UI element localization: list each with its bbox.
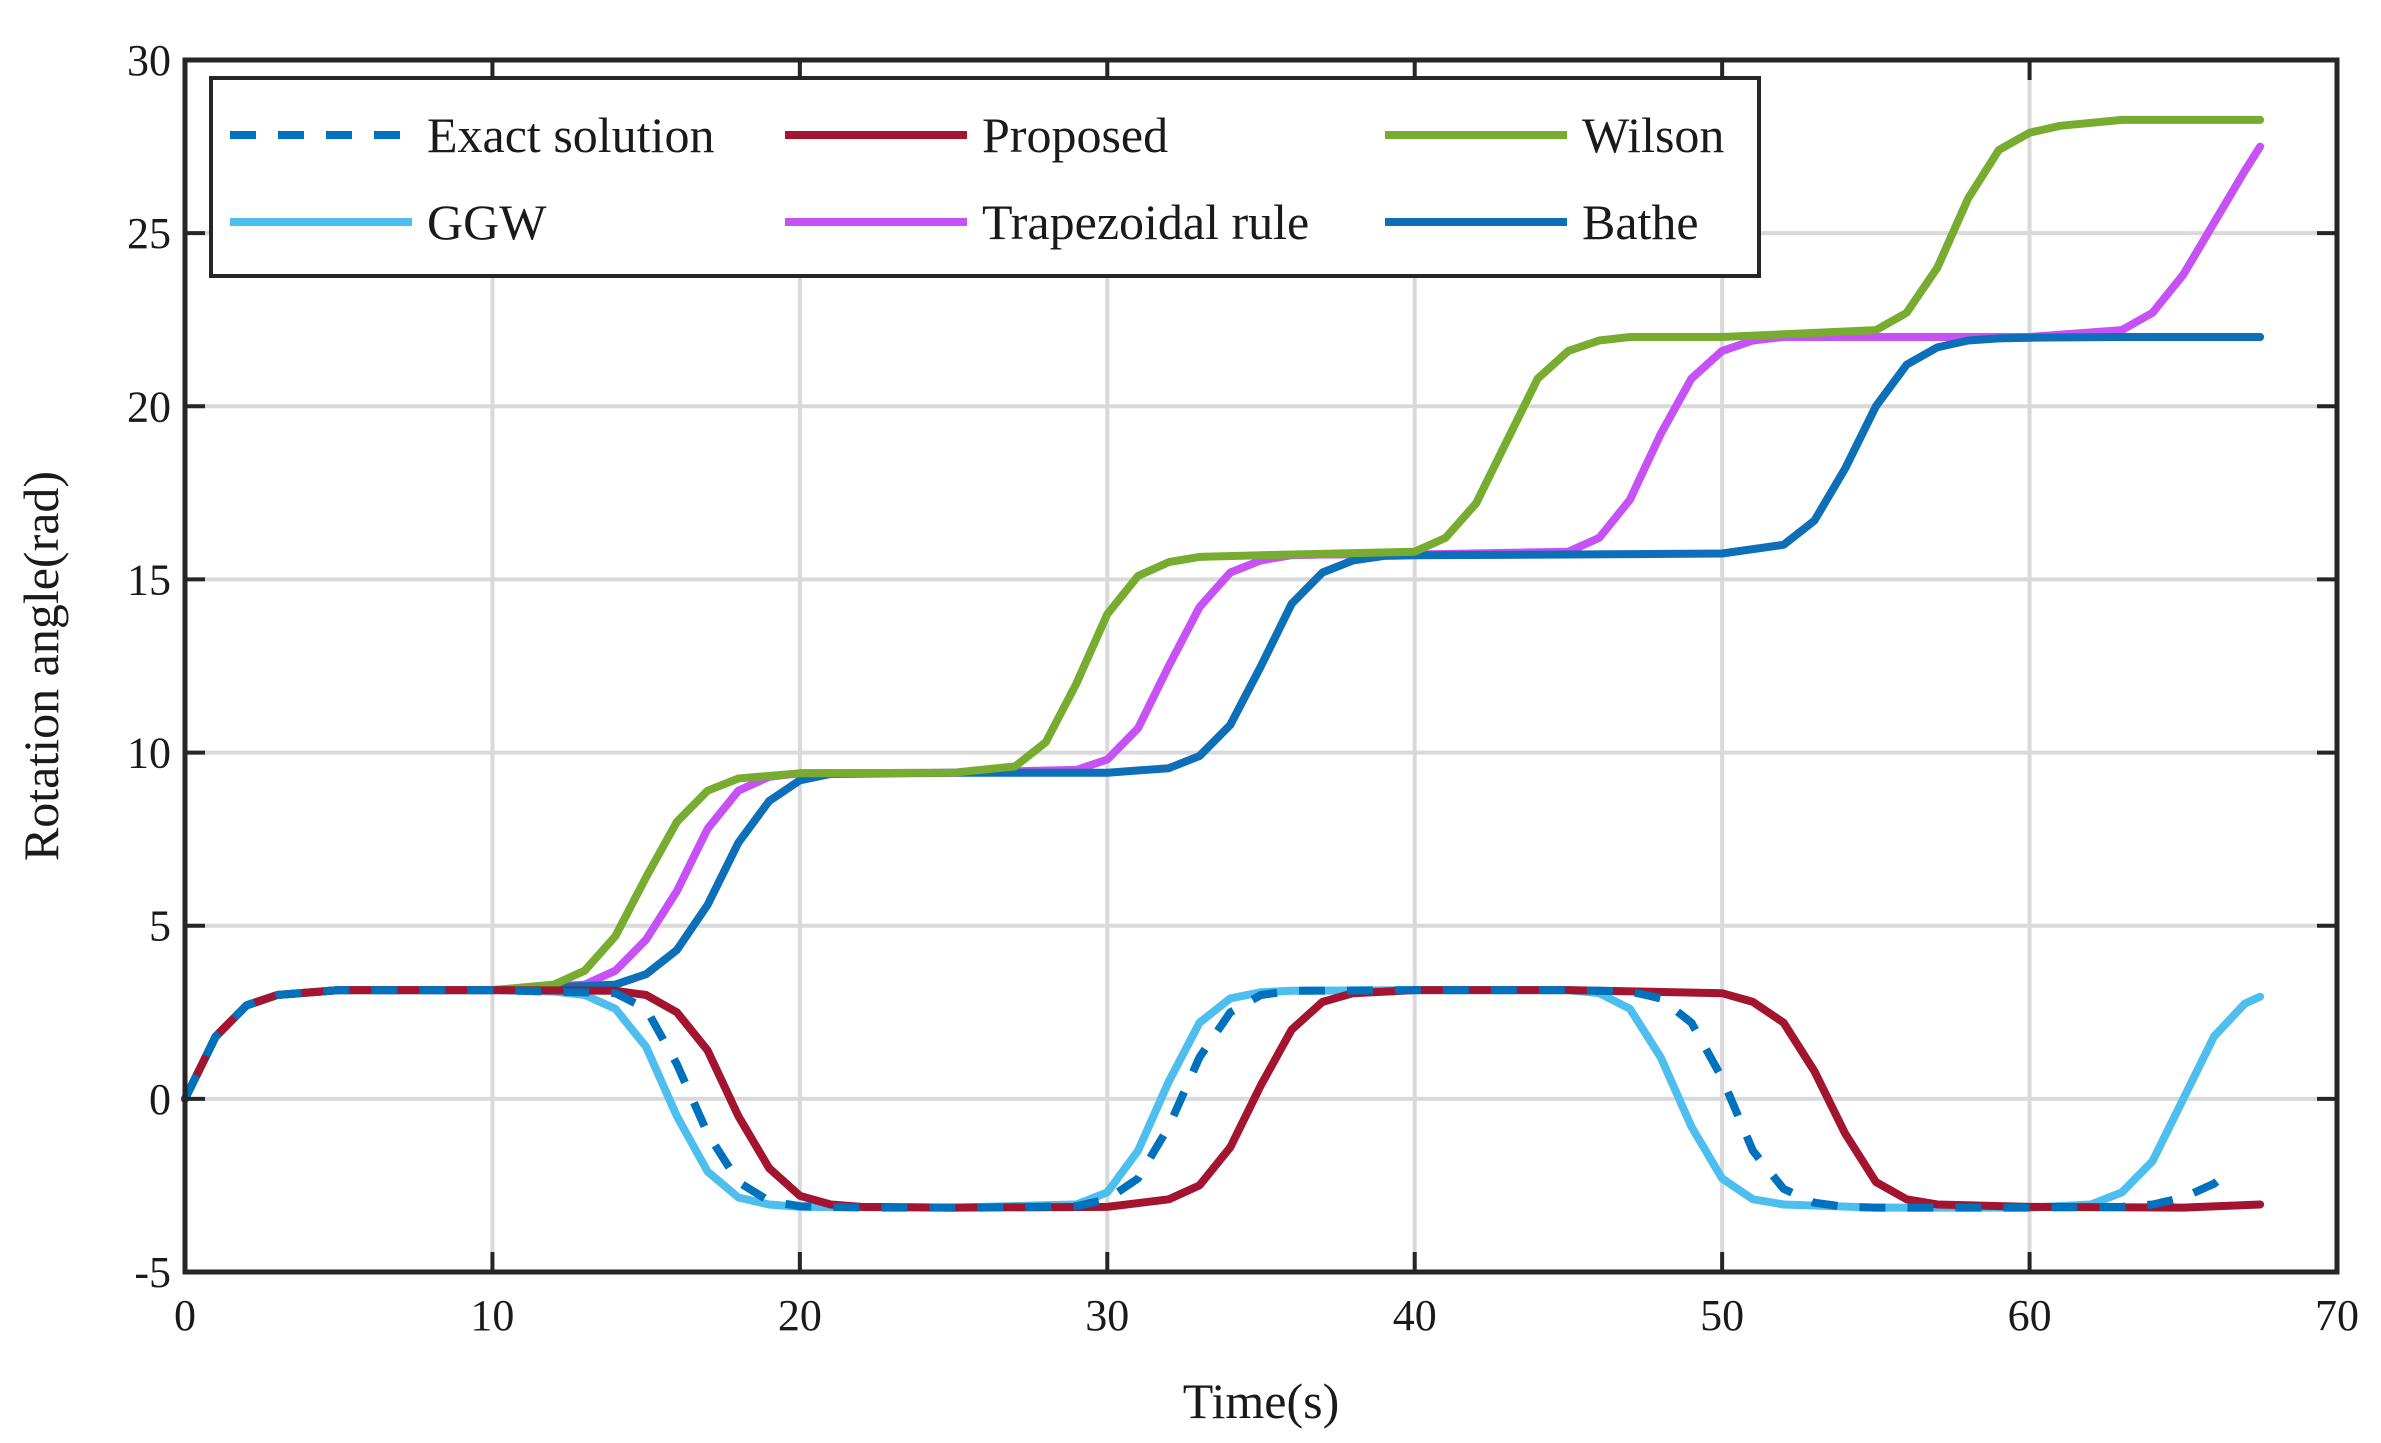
legend-label: Exact solution: [427, 107, 714, 163]
y-tick-label: 25: [127, 209, 171, 258]
x-tick-label: 60: [2008, 1291, 2052, 1340]
legend-label: Trapezoidal rule: [982, 194, 1309, 250]
legend-label: Wilson: [1582, 107, 1724, 163]
plot-frame: [182, 57, 2340, 1275]
series-line-bathe: [181, 333, 2265, 1103]
y-tick-label: 15: [127, 555, 171, 604]
y-tick-label: 0: [149, 1075, 171, 1124]
series-lines: [181, 115, 2265, 1212]
y-tick-label: 5: [149, 902, 171, 951]
y-axis-title: Rotation angle(rad): [13, 471, 69, 861]
x-tick-label: 40: [1393, 1291, 1437, 1340]
x-tick-label: 70: [2315, 1291, 2359, 1340]
legend-label: Bathe: [1582, 194, 1699, 250]
x-tick-label: 20: [778, 1291, 822, 1340]
series-line-exact-solution: [181, 986, 2232, 1212]
legend-box: [209, 76, 1761, 278]
x-tick-label: 10: [470, 1291, 514, 1340]
series-line-wilson: [181, 115, 2265, 1103]
x-tick-label: 0: [174, 1291, 196, 1340]
series-line-trapezoidal-rule: [181, 142, 2265, 1103]
x-tick-labels: 0 10 20 30 40 50 60 70: [174, 1291, 2359, 1340]
y-tick-labels: -5 0 5 10 15 20 25 30: [127, 36, 171, 1297]
x-tick-label: 50: [1700, 1291, 1744, 1340]
legend-label: Proposed: [982, 107, 1168, 163]
legend: Exact solution Proposed Wilson GGW Trapezoid…: [209, 76, 1761, 278]
y-tick-label: 10: [127, 729, 171, 778]
legend-label: GGW: [427, 194, 547, 250]
x-axis-title: Time(s): [1183, 1373, 1340, 1429]
y-tick-label: 20: [127, 382, 171, 431]
y-tick-label: -5: [134, 1248, 171, 1297]
y-tick-label: 30: [127, 36, 171, 85]
x-tick-label: 30: [1085, 1291, 1129, 1340]
